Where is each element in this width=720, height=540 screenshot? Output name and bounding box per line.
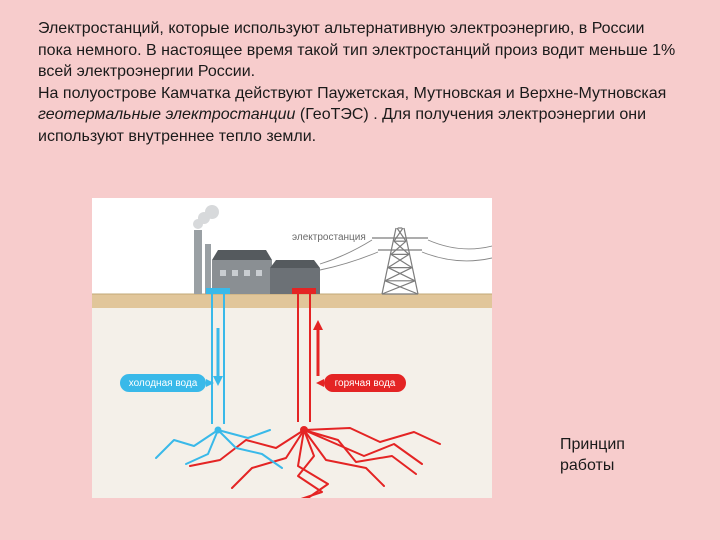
svg-text:холодная вода: холодная вода: [129, 378, 198, 389]
body-text: Электростанций, которые используют альте…: [38, 18, 678, 148]
svg-text:горячая вода: горячая вода: [335, 378, 396, 389]
slide: Электростанций, которые используют альте…: [0, 0, 720, 540]
svg-text:электростанция: электростанция: [292, 232, 366, 243]
diagram-svg: электростанция холодная вода горячая вода: [92, 198, 492, 498]
geothermal-diagram: электростанция холодная вода горячая вода: [92, 198, 492, 498]
paragraph-2a: На полуострове Камчатка действуют Паужет…: [38, 85, 666, 102]
diagram-caption: Принцип работы: [560, 435, 680, 477]
paragraph-2-em: геотермальные электростанции: [38, 106, 295, 123]
paragraph-1: Электростанций, которые используют альте…: [38, 20, 675, 80]
